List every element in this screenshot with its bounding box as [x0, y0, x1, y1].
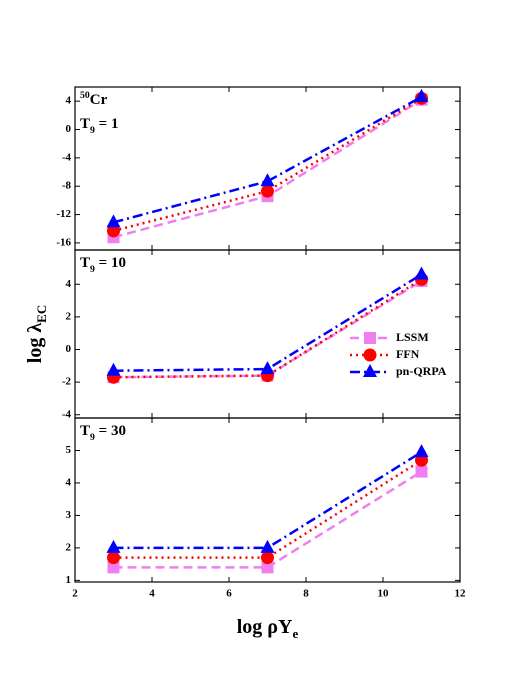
marker [414, 266, 429, 280]
marker [261, 561, 274, 574]
y-axis-label-part: EC [34, 305, 49, 323]
legend-marker [363, 364, 377, 377]
panel-label-part: = 30 [95, 423, 126, 439]
y-tick-label: 2 [66, 541, 72, 553]
y-tick-label: -2 [62, 376, 72, 388]
y-tick-label: 1 [66, 574, 72, 586]
x-tick-label: 8 [303, 588, 309, 600]
marker [106, 539, 121, 553]
y-axis-label-part: log λ [24, 323, 46, 364]
marker [261, 551, 274, 565]
legend-label: pn-QRPA [396, 364, 447, 378]
y-tick-label: 0 [66, 343, 72, 355]
marker [261, 184, 274, 198]
y-tick-label: 4 [66, 476, 72, 488]
marker [107, 551, 120, 565]
legend-label: FFN [396, 347, 420, 361]
panel-label-part: = 1 [95, 116, 119, 132]
x-tick-label: 10 [378, 588, 390, 600]
y-axis-label: log λEC [24, 305, 50, 363]
series-line [113, 98, 423, 239]
x-axis-label-part: log ρY [237, 616, 293, 638]
x-tick-label: 4 [149, 588, 155, 600]
marker [260, 361, 275, 375]
marker [260, 173, 275, 187]
y-tick-label: -4 [62, 151, 72, 163]
y-tick-label: 3 [66, 509, 72, 521]
annotation-part: 50 [80, 90, 90, 101]
x-axis-label: log ρYe [237, 616, 299, 642]
panel-label-part: T [80, 116, 90, 132]
y-tick-label: -16 [56, 236, 71, 248]
panel-frame [74, 417, 461, 583]
marker [106, 362, 121, 376]
y-tick-label: 4 [66, 278, 72, 290]
annotation: 50Cr [80, 90, 108, 109]
panel-label: T9 = 10 [80, 255, 126, 274]
panel-label: T9 = 30 [80, 423, 126, 442]
marker [414, 444, 429, 458]
x-tick-label: 6 [226, 588, 232, 600]
y-tick-label: -8 [62, 180, 72, 192]
panel-label: T9 = 1 [80, 116, 118, 135]
legend-marker [363, 348, 377, 362]
x-axis-label-part: e [292, 626, 298, 641]
annotation-part: Cr [90, 92, 108, 108]
legend-label: LSSM [396, 330, 429, 344]
marker [415, 465, 428, 478]
panel-label-part: = 10 [95, 255, 126, 271]
legend-marker [364, 332, 376, 344]
y-tick-label: 2 [66, 310, 72, 322]
panel-label-part: 9 [90, 125, 95, 136]
y-tick-label: 5 [66, 444, 72, 456]
y-tick-label: -4 [62, 408, 72, 420]
marker [107, 224, 120, 238]
y-tick-label: -12 [56, 208, 71, 220]
x-tick-label: 12 [455, 588, 467, 600]
x-tick-label: 2 [72, 588, 78, 600]
y-tick-label: 0 [66, 123, 72, 135]
panel-label-part: 9 [90, 264, 95, 275]
marker [106, 214, 121, 228]
marker [107, 561, 120, 574]
panel-label-part: T [80, 255, 90, 271]
series-line [113, 95, 423, 224]
panel-label-part: 9 [90, 432, 95, 443]
panel-label-part: T [80, 423, 90, 439]
marker [260, 539, 275, 553]
marker [414, 88, 429, 102]
y-tick-label: 4 [66, 95, 72, 107]
